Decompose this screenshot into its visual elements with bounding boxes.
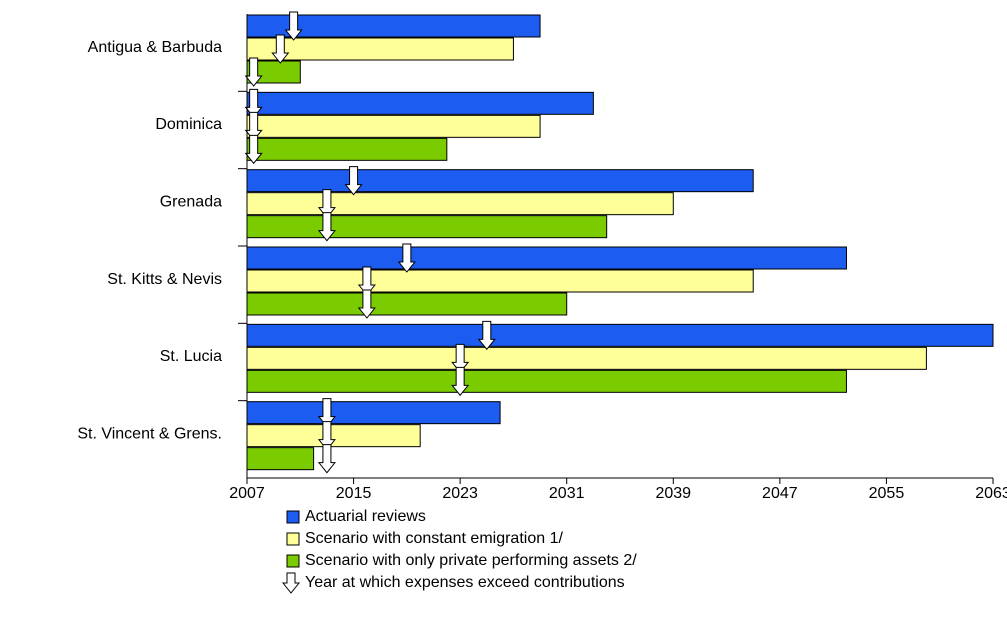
legend-label: Scenario with constant emigration 1/ <box>305 530 563 547</box>
x-tick-label: 2023 <box>442 485 478 502</box>
category-label: Dominica <box>155 116 222 133</box>
crossover-arrow <box>397 243 416 273</box>
x-tick-label: 2031 <box>549 485 585 502</box>
legend-label: Year at which expenses exceed contributi… <box>305 574 625 591</box>
category-label: Grenada <box>160 194 222 211</box>
bar <box>246 114 541 138</box>
bar <box>246 346 927 370</box>
bar <box>246 269 754 293</box>
category-label: St. Kitts & Nevis <box>107 271 222 288</box>
bar <box>246 401 501 425</box>
x-tick-label: 2047 <box>762 485 798 502</box>
category-label: Antigua & Barbuda <box>88 39 222 56</box>
bar <box>246 323 994 347</box>
x-tick-label: 2063 <box>975 485 1007 502</box>
bar <box>246 292 568 316</box>
category-label: St. Vincent & Grens. <box>77 426 222 443</box>
bar <box>246 137 448 161</box>
crossover-arrow <box>477 320 496 351</box>
legend-swatch <box>286 532 300 546</box>
bar <box>246 424 421 448</box>
bar <box>246 169 754 193</box>
bar <box>246 37 514 61</box>
crossover-arrow <box>244 134 263 165</box>
bar <box>246 215 608 239</box>
crossover-arrow <box>271 34 290 64</box>
bar <box>246 447 315 471</box>
legend-arrow <box>281 572 301 594</box>
x-tick-label: 2015 <box>336 485 372 502</box>
legend-swatch <box>286 554 300 568</box>
crossover-arrow <box>344 166 363 196</box>
legend-swatch <box>286 510 300 524</box>
x-tick-label: 2007 <box>229 485 265 502</box>
bar <box>246 91 594 115</box>
bar <box>246 369 847 393</box>
crossover-arrow <box>284 11 303 41</box>
legend-label: Actuarial reviews <box>305 508 426 525</box>
bar <box>246 246 847 270</box>
crossover-arrow <box>317 444 336 474</box>
crossover-arrow <box>451 366 470 397</box>
crossover-arrow <box>317 212 336 242</box>
x-tick-label: 2055 <box>869 485 905 502</box>
crossover-arrow <box>357 289 376 319</box>
crossover-arrow <box>244 57 263 87</box>
x-tick-label: 2039 <box>655 485 691 502</box>
bar <box>246 192 674 216</box>
category-label: St. Lucia <box>160 348 222 365</box>
legend-label: Scenario with only private performing as… <box>305 552 637 569</box>
